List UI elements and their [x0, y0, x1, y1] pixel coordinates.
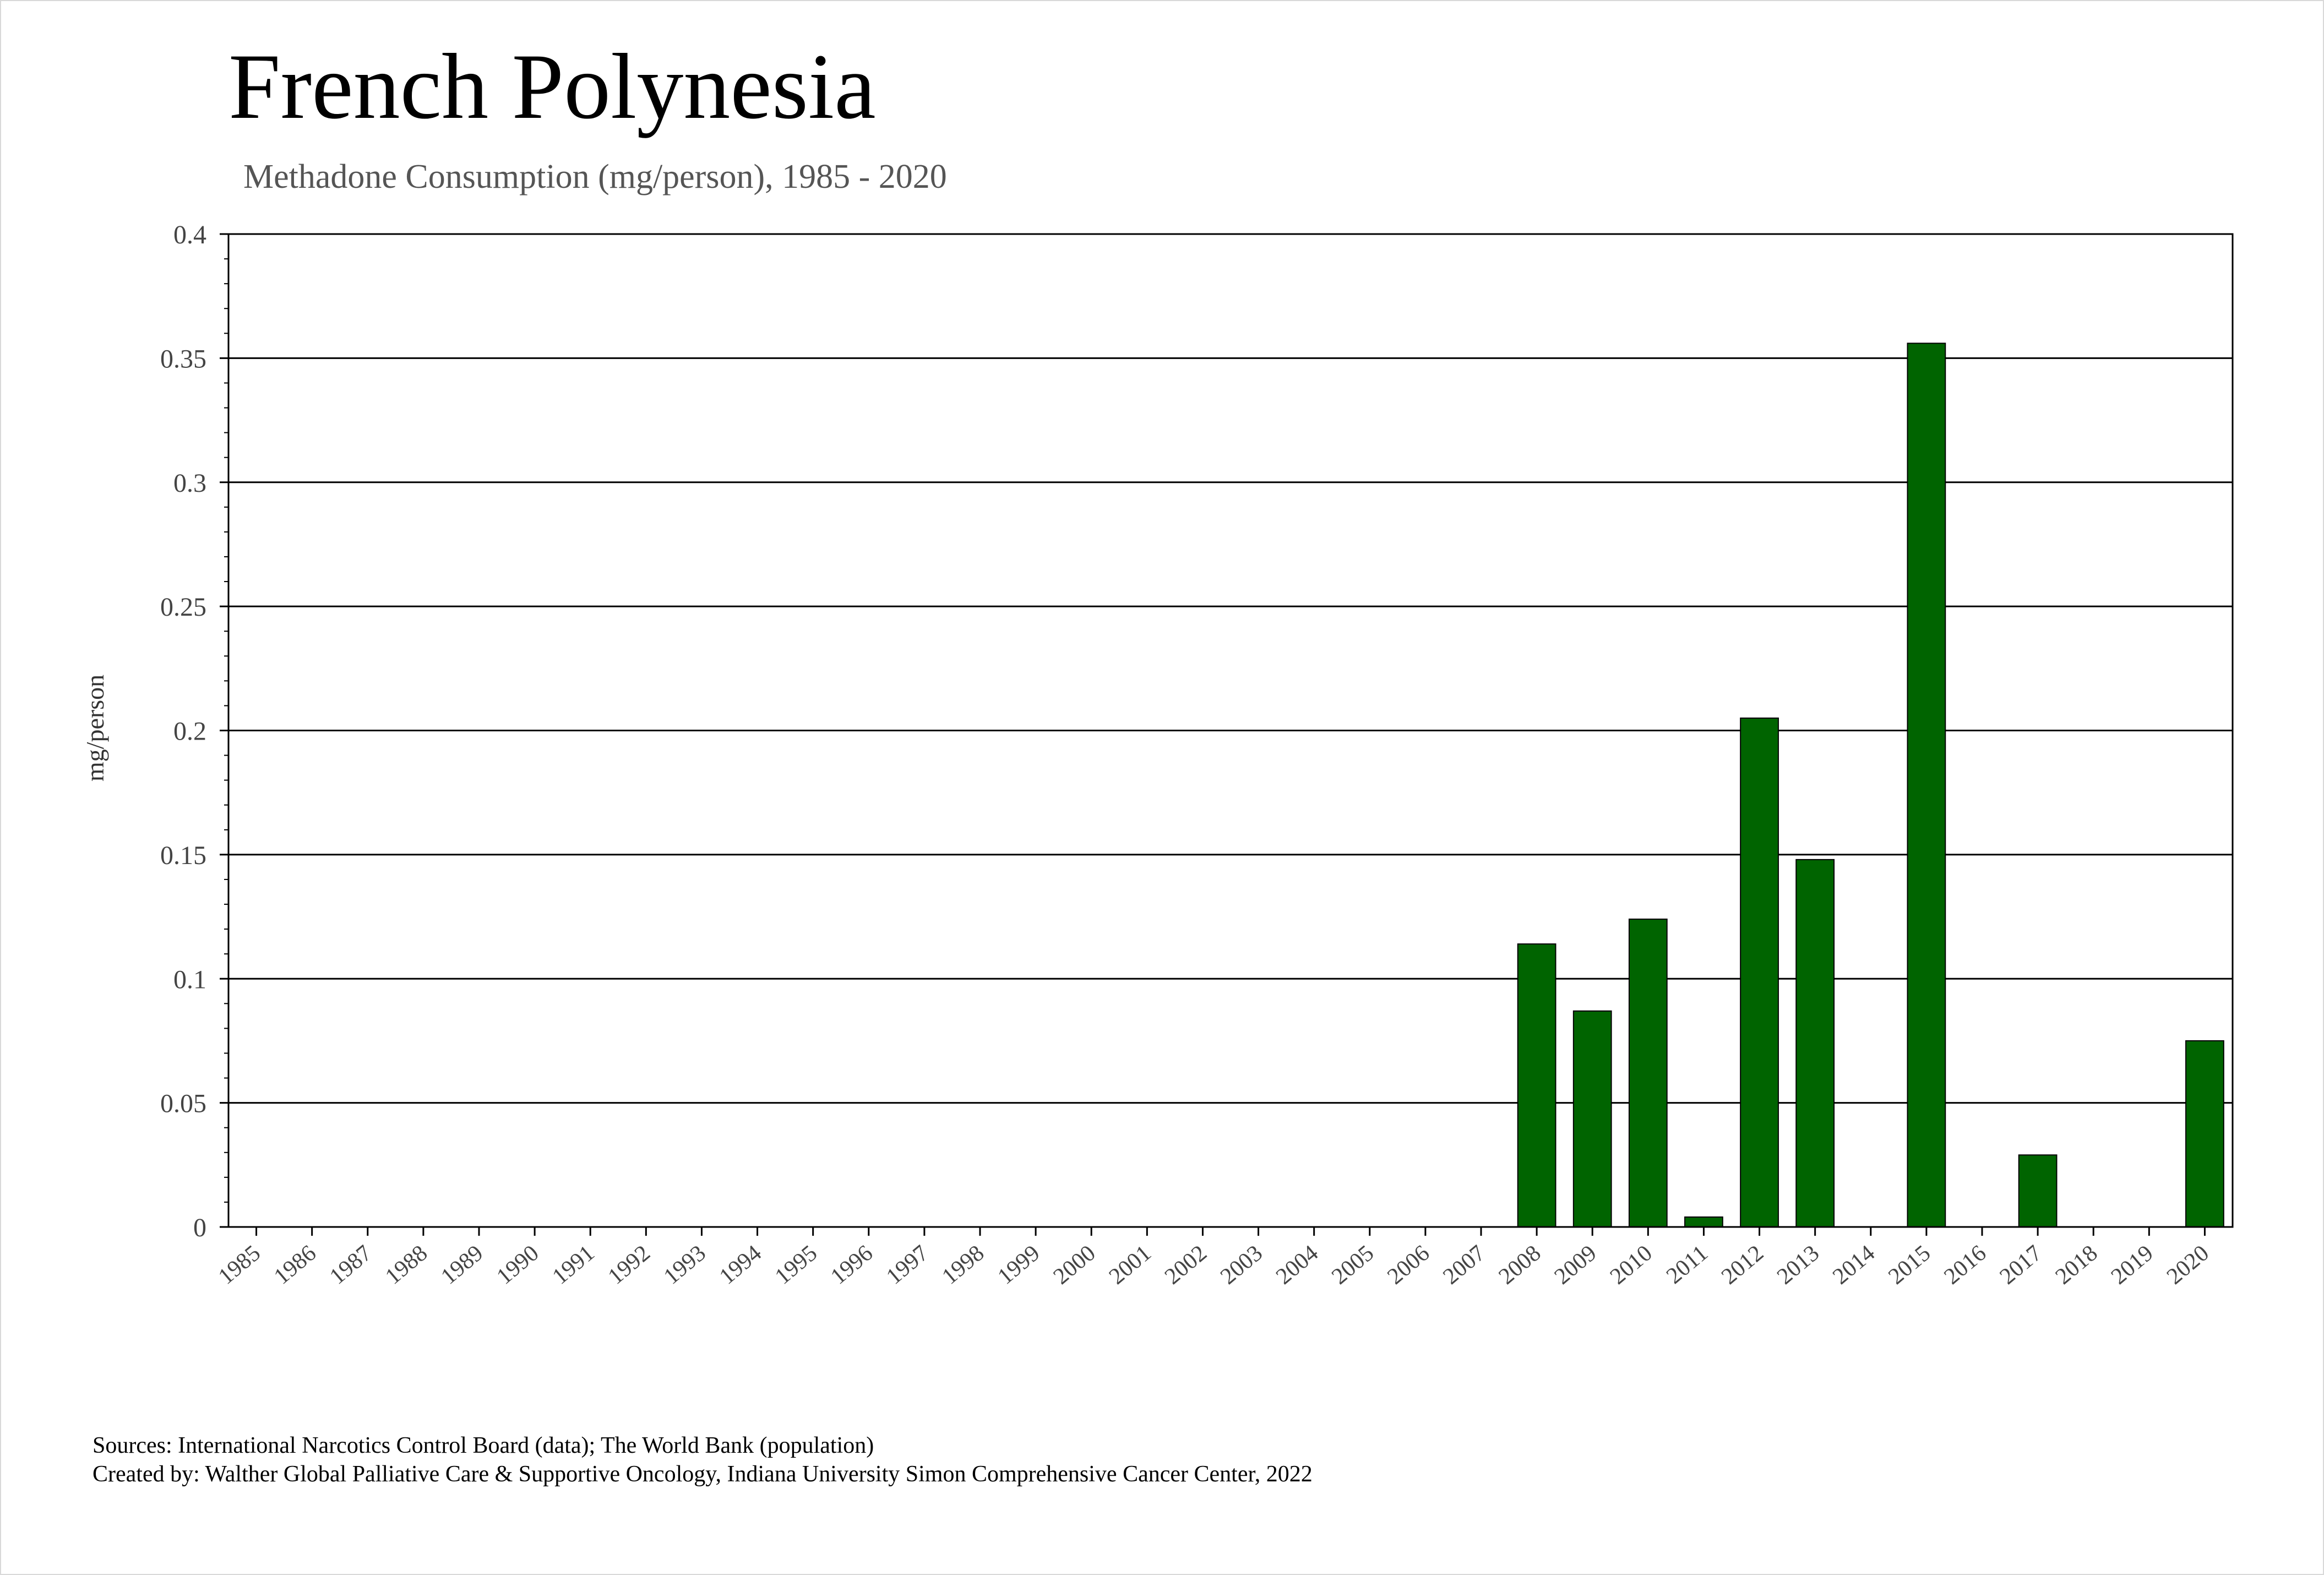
bar-2008 [1517, 943, 1556, 1228]
x-tick-label: 1995 [770, 1240, 822, 1289]
y-tick-label: 0.3 [173, 469, 206, 498]
y-tick-label: 0.2 [173, 717, 206, 746]
x-tick-label: 1986 [269, 1240, 321, 1289]
x-tick-label: 1987 [325, 1240, 377, 1289]
x-tick-label: 2010 [1605, 1240, 1657, 1289]
x-tick-label: 2015 [1884, 1240, 1935, 1289]
x-tick-label: 2017 [1995, 1240, 2047, 1289]
x-tick-label: 1989 [437, 1240, 488, 1289]
x-tick-label: 2009 [1550, 1240, 1602, 1289]
x-tick-label: 1999 [993, 1240, 1045, 1289]
x-tick-label: 1985 [214, 1240, 265, 1289]
y-tick-label: 0.35 [160, 344, 206, 373]
plot-border [227, 233, 2234, 1228]
x-tick-label: 2004 [1271, 1240, 1323, 1289]
x-tick-label: 2006 [1383, 1240, 1434, 1289]
x-tick-label: 1996 [826, 1240, 878, 1289]
x-tick-label: 1993 [659, 1240, 711, 1289]
x-tick-label: 2003 [1216, 1240, 1267, 1289]
x-tick-label: 1998 [938, 1240, 989, 1289]
footer-sources: Sources: International Narcotics Control… [92, 1433, 874, 1458]
bar-2009 [1572, 1010, 1612, 1228]
bar-2015 [1907, 343, 1946, 1228]
x-tick-label: 1992 [603, 1240, 655, 1289]
x-tick-label: 2014 [1828, 1240, 1880, 1289]
bar-2017 [2018, 1154, 2058, 1228]
bar-2013 [1795, 859, 1835, 1228]
y-tick-label: 0.25 [160, 593, 206, 622]
x-tick-label: 1997 [881, 1240, 933, 1289]
x-tick-label: 2019 [2107, 1240, 2158, 1289]
bar-2010 [1628, 919, 1668, 1228]
chart-title: French Polynesia [228, 35, 876, 138]
x-tick-label: 1988 [380, 1240, 432, 1289]
x-tick-label: 2002 [1160, 1240, 1212, 1289]
y-tick-label: 0 [193, 1213, 206, 1242]
x-tick-label: 2020 [2162, 1240, 2214, 1289]
x-tick-label: 2013 [1772, 1240, 1824, 1289]
y-tick-label: 0.1 [173, 965, 206, 994]
x-tick-label: 2007 [1439, 1240, 1490, 1289]
y-tick-label: 0.4 [173, 220, 206, 249]
footer-created-by: Created by: Walther Global Palliative Ca… [92, 1462, 1313, 1487]
x-tick-label: 2012 [1717, 1240, 1768, 1289]
x-tick-label: 2008 [1494, 1240, 1546, 1289]
bar-2012 [1740, 717, 1779, 1228]
x-tick-label: 2011 [1662, 1240, 1713, 1289]
bars [1517, 343, 2224, 1228]
x-tick-label: 2005 [1327, 1240, 1379, 1289]
axes [220, 233, 2234, 1236]
x-tick-label: 2018 [2051, 1240, 2103, 1289]
x-tick-label: 2016 [1940, 1240, 1991, 1289]
x-tick-label: 1990 [492, 1240, 544, 1289]
y-axis-label: mg/person [81, 675, 109, 781]
bar-2020 [2185, 1040, 2224, 1228]
y-tick-label: 0.05 [160, 1089, 206, 1118]
bar-2011 [1684, 1216, 1723, 1228]
x-tick-label: 1991 [548, 1240, 600, 1289]
x-tick-label: 2001 [1104, 1240, 1156, 1289]
chart-subtitle: Methadone Consumption (mg/person), 1985 … [243, 158, 947, 195]
x-tick-label: 2000 [1049, 1240, 1101, 1289]
y-tick-label: 0.15 [160, 841, 206, 870]
x-tick-label: 1994 [715, 1240, 766, 1289]
